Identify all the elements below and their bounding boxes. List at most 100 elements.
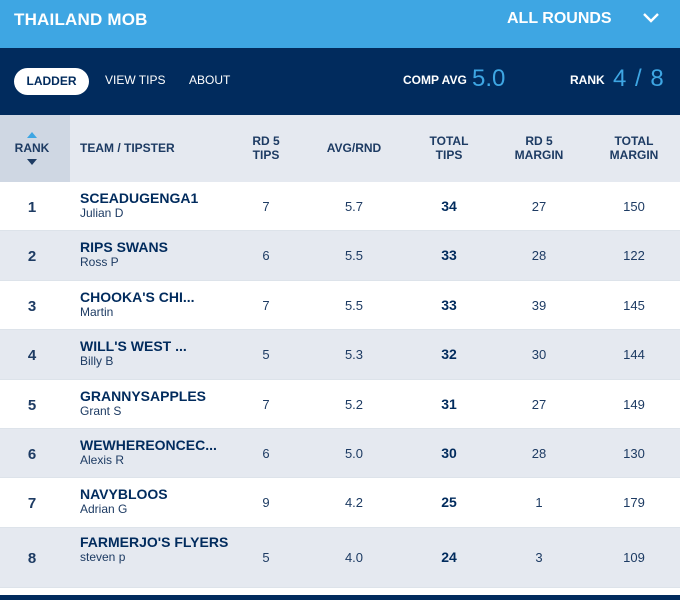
group-title: THAILAND MOB	[14, 10, 148, 29]
sort-up-icon[interactable]	[27, 132, 37, 138]
tab-view-tips[interactable]: VIEW TIPS	[105, 73, 166, 87]
avg-rnd-cell: 5.7	[344, 199, 364, 214]
rank-cell: 4	[27, 347, 37, 365]
total-margin-cell: 144	[623, 347, 645, 363]
rd5-margin-cell: 1	[535, 495, 543, 511]
footer-bar	[0, 595, 680, 600]
total-margin-cell: 130	[623, 445, 645, 461]
team-name[interactable]: GRANNYSAPPLES	[80, 387, 207, 404]
round-select[interactable]: ALL ROUNDS	[507, 10, 612, 27]
tab-ladder[interactable]: LADDER	[14, 68, 89, 95]
avg-rnd-cell: 4.0	[344, 549, 364, 565]
chevron-down-icon[interactable]	[642, 11, 660, 25]
team-cell: CHOOKA'S CHI... Martin	[80, 289, 230, 319]
table-header: RANK TEAM / TIPSTER RD 5 TIPS AVG/RND TO…	[0, 115, 680, 182]
rd5-tips-cell: 7	[262, 396, 270, 412]
rd5-margin-cell: 39	[531, 297, 547, 313]
tipster-name: Grant S	[80, 403, 122, 418]
table-row[interactable]: 2 RIPS SWANS Ross P 6 5.5 33 28 122	[0, 231, 680, 281]
rd5-margin-cell: 28	[531, 445, 547, 461]
total-tips-cell: 33	[441, 296, 457, 313]
table-row[interactable]: 8 FARMERJO'S FLYERS steven p 5 4.0 24 3 …	[0, 527, 680, 588]
rank-value: 4 / 8	[613, 65, 665, 92]
rd5-margin-cell: 27	[531, 396, 547, 412]
team-cell: WILL'S WEST ... Billy B	[80, 338, 230, 368]
header-total-margin[interactable]: TOTAL MARGIN	[598, 134, 670, 162]
tipster-name: Martin	[80, 304, 114, 319]
total-margin-cell: 122	[623, 248, 645, 264]
team-cell: SCEADUGENGA1 Julian D	[80, 190, 230, 220]
rank-header-cell[interactable]	[0, 115, 70, 182]
team-name[interactable]: FARMERJO'S FLYERS	[80, 533, 229, 550]
table-row[interactable]: 1 SCEADUGENGA1 Julian D 7 5.7 34 27 150	[0, 182, 680, 232]
avg-rnd-cell: 4.2	[344, 495, 364, 511]
total-tips-cell: 25	[441, 494, 457, 511]
table-row[interactable]: 3 CHOOKA'S CHI... Martin 7 5.5 33 39 145	[0, 281, 680, 331]
table-row[interactable]: 5 GRANNYSAPPLES Grant S 7 5.2 31 27 149	[0, 380, 680, 429]
header-rank[interactable]: RANK	[14, 141, 50, 155]
total-tips-cell: 34	[441, 198, 457, 214]
avg-rnd-cell: 5.2	[344, 396, 364, 412]
table-row[interactable]: 4 WILL'S WEST ... Billy B 5 5.3 32 30 14…	[0, 330, 680, 380]
tipster-name: Ross P	[80, 255, 119, 270]
rd5-tips-cell: 5	[262, 347, 270, 363]
team-cell: NAVYBLOOS Adrian G	[80, 486, 230, 516]
rd5-tips-cell: 6	[262, 248, 270, 264]
table-row[interactable]: 7 NAVYBLOOS Adrian G 9 4.2 25 1 179	[0, 478, 680, 528]
rank-cell: 3	[27, 297, 37, 315]
team-cell: RIPS SWANS Ross P	[80, 239, 230, 269]
header-team[interactable]: TEAM / TIPSTER	[80, 141, 175, 155]
header-avg-rnd[interactable]: AVG/RND	[326, 141, 382, 155]
tipster-name: Adrian G	[80, 502, 128, 517]
total-margin-cell: 145	[623, 297, 645, 313]
avg-rnd-cell: 5.5	[344, 297, 364, 313]
team-name[interactable]: RIPS SWANS	[80, 239, 168, 256]
header-rd5-margin[interactable]: RD 5 MARGIN	[505, 134, 573, 162]
team-name[interactable]: NAVYBLOOS	[80, 486, 168, 503]
tipster-name: Alexis R	[80, 452, 125, 467]
rd5-tips-cell: 6	[262, 445, 270, 461]
total-tips-cell: 31	[441, 395, 457, 412]
team-name[interactable]: WEWHEREONCEC...	[80, 436, 217, 453]
rd5-margin-cell: 27	[531, 199, 547, 214]
header-rd5-tips-line2: TIPS	[252, 148, 280, 162]
rd5-margin-cell: 30	[531, 347, 547, 363]
total-tips-cell: 30	[441, 444, 457, 461]
comp-avg-value: 5.0	[472, 65, 506, 92]
total-tips-cell: 24	[441, 548, 457, 565]
total-margin-cell: 109	[623, 549, 645, 565]
total-margin-cell: 150	[623, 199, 645, 214]
avg-rnd-cell: 5.3	[344, 347, 364, 363]
avg-rnd-cell: 5.0	[344, 445, 364, 461]
header-rd5-tips[interactable]: RD 5 TIPS	[236, 134, 296, 162]
rank-cell: 1	[27, 199, 37, 216]
rank-cell: 7	[27, 495, 37, 513]
team-cell: WEWHEREONCEC... Alexis R	[80, 437, 230, 467]
header-total-margin-line2: MARGIN	[609, 148, 659, 162]
rd5-tips-cell: 7	[262, 199, 270, 214]
total-tips-cell: 32	[441, 346, 457, 363]
team-name[interactable]: CHOOKA'S CHI...	[80, 288, 195, 305]
rank-cell: 6	[27, 445, 37, 463]
header-rd5-margin-line1: RD 5	[525, 134, 553, 148]
table-row[interactable]: 6 WEWHEREONCEC... Alexis R 6 5.0 30 28 1…	[0, 428, 680, 479]
rank-cell: 5	[27, 396, 37, 414]
ladder-table: 1 SCEADUGENGA1 Julian D 7 5.7 34 27 150 …	[0, 182, 680, 588]
team-cell: GRANNYSAPPLES Grant S	[80, 388, 230, 418]
rank-label: RANK	[570, 73, 605, 87]
sort-down-icon[interactable]	[27, 159, 37, 165]
header-rd5-tips-line1: RD 5	[252, 134, 280, 148]
top-bar: THAILAND MOB ALL ROUNDS	[0, 0, 680, 48]
tab-about[interactable]: ABOUT	[189, 73, 231, 87]
team-name[interactable]: SCEADUGENGA1	[80, 190, 199, 206]
team-cell: FARMERJO'S FLYERS steven p	[80, 534, 230, 564]
rd5-margin-cell: 3	[535, 549, 543, 565]
rank-cell: 8	[27, 549, 37, 567]
tipster-name: Julian D	[80, 206, 124, 220]
header-rd5-margin-line2: MARGIN	[514, 148, 564, 162]
comp-avg-label: COMP AVG	[403, 73, 467, 87]
total-margin-cell: 149	[623, 396, 645, 412]
header-total-tips[interactable]: TOTAL TIPS	[419, 134, 479, 162]
total-tips-cell: 33	[441, 247, 457, 264]
team-name[interactable]: WILL'S WEST ...	[80, 338, 187, 355]
